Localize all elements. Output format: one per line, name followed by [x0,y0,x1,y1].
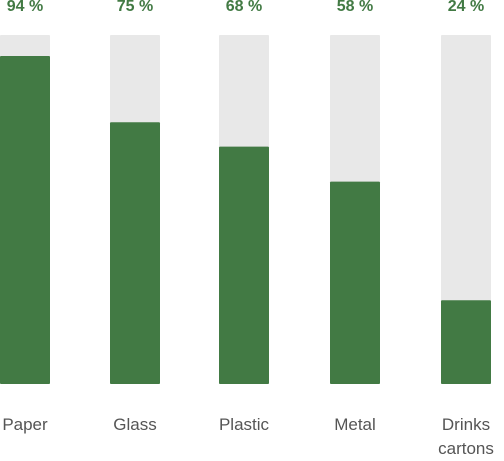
category-label: Drinks cartons [438,415,494,458]
bar [110,122,160,384]
bar-track [441,35,491,384]
value-label: 75 % [116,0,154,15]
category-label: Paper [2,415,48,434]
bar [219,146,269,384]
bar [330,181,380,384]
bar [0,55,50,384]
value-label: 68 % [225,0,263,15]
value-label: 58 % [336,0,374,15]
category-label: Metal [334,415,376,434]
value-label: 24 % [447,0,485,15]
category-label: Plastic [218,415,270,434]
category-label: Glass [113,415,157,434]
bar [441,300,491,384]
value-label: 94 % [6,0,44,15]
